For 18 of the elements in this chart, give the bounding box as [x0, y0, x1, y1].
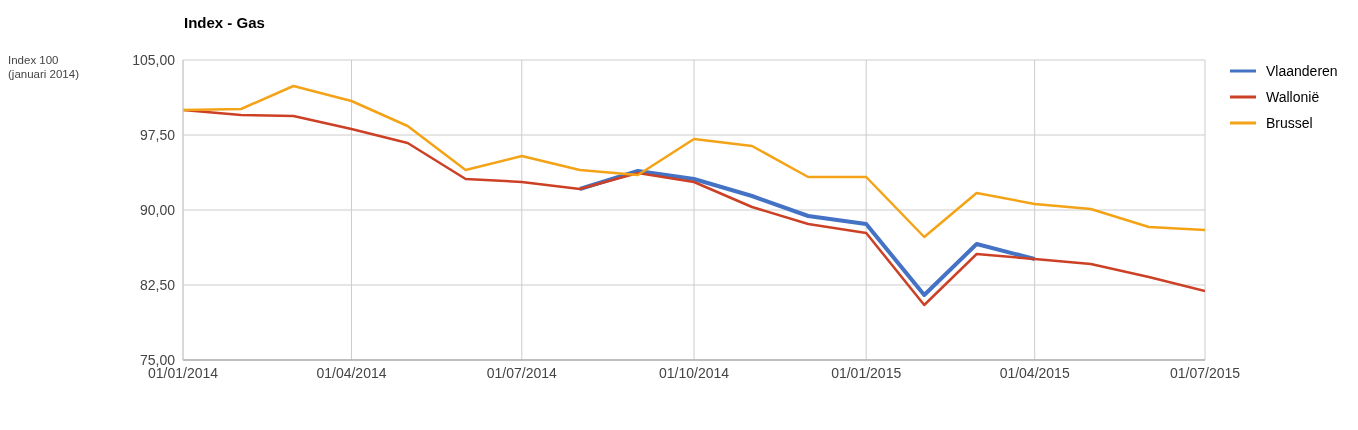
y-tick-label: 82,50 — [139, 276, 176, 293]
x-tick-label: 01/10/2014 — [658, 364, 730, 381]
legend-label: Wallonië — [1266, 89, 1320, 105]
x-tick-label: 01/04/2014 — [316, 364, 387, 381]
y-tick-label: 105,00 — [132, 51, 176, 68]
line-series — [183, 108, 1205, 307]
x-tick-label: 01/04/2015 — [999, 364, 1070, 381]
x-tick-label: 01/07/2015 — [1169, 364, 1241, 381]
line-series — [183, 84, 1205, 239]
y-tick-label: 75,00 — [139, 351, 176, 368]
y-tick-label: 97,50 — [139, 126, 176, 143]
legend-label: Brussel — [1266, 115, 1313, 131]
x-tick-label: 01/07/2014 — [486, 364, 558, 381]
legend-label: Vlaanderen — [1266, 63, 1338, 79]
x-tick-label: 01/01/2015 — [831, 364, 902, 381]
y-axis-title: Index 100 (januari 2014) — [8, 53, 80, 81]
y-tick-label: 90,00 — [139, 201, 176, 218]
chart-title: Index - Gas — [184, 14, 265, 31]
